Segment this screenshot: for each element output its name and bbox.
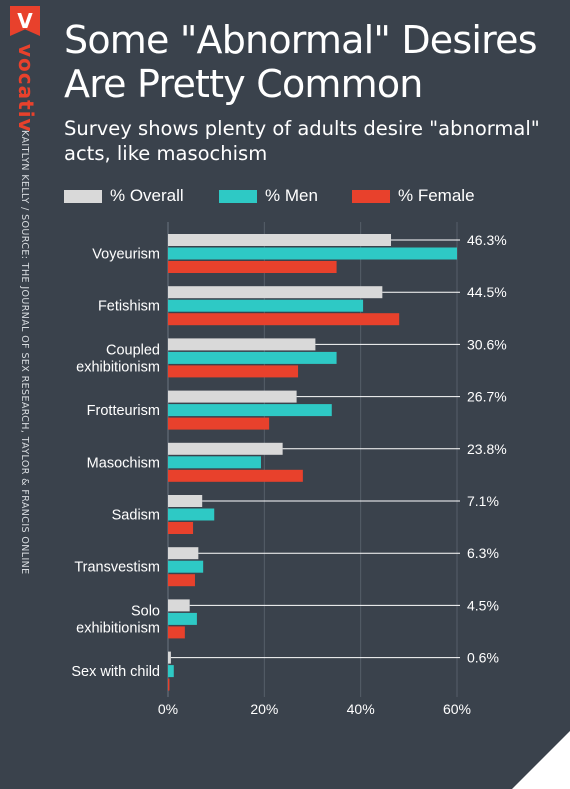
category-label: Transvestism bbox=[74, 560, 160, 576]
value-label: 23.8% bbox=[467, 441, 507, 457]
bar bbox=[168, 456, 261, 469]
bar bbox=[168, 469, 303, 482]
bar bbox=[168, 442, 283, 455]
bar bbox=[168, 404, 332, 417]
chart-subtitle: Survey shows plenty of adults desire "ab… bbox=[64, 117, 540, 165]
category-label: Masochism bbox=[87, 455, 160, 471]
value-label: 46.3% bbox=[467, 232, 507, 248]
source-credit: KAITLYN KELLY / SOURCE: THE JOURNAL OF S… bbox=[19, 130, 30, 575]
bar bbox=[168, 417, 270, 430]
value-label: 0.6% bbox=[467, 650, 499, 666]
legend-swatch bbox=[219, 189, 257, 203]
x-tick-label: 60% bbox=[443, 701, 471, 717]
bar bbox=[168, 574, 195, 587]
category-label: Frotteurism bbox=[87, 403, 160, 419]
bar bbox=[168, 261, 337, 273]
bar bbox=[168, 612, 197, 625]
bar bbox=[168, 522, 194, 534]
bar bbox=[168, 234, 392, 246]
value-label: 44.5% bbox=[467, 284, 507, 300]
bar bbox=[168, 495, 203, 507]
bar bbox=[168, 599, 190, 612]
category-label: Solo bbox=[131, 603, 160, 619]
chart-title: Some "Abnormal" Desires Are Pretty Commo… bbox=[64, 18, 538, 106]
value-label: 30.6% bbox=[467, 336, 507, 352]
x-tick-label: 20% bbox=[250, 701, 278, 717]
bar bbox=[168, 351, 337, 364]
bar bbox=[168, 390, 297, 403]
bar bbox=[168, 651, 171, 664]
value-label: 4.5% bbox=[467, 597, 499, 613]
value-label: 6.3% bbox=[467, 545, 499, 561]
legend-swatch bbox=[64, 189, 102, 203]
bar bbox=[168, 508, 215, 521]
legend-swatch bbox=[352, 189, 390, 203]
bar bbox=[168, 678, 170, 691]
vocativ-logo-text: vocativ bbox=[14, 44, 38, 133]
category-label: Fetishism bbox=[98, 299, 160, 315]
legend-label: % Female bbox=[398, 186, 475, 205]
bar bbox=[168, 547, 199, 560]
bar bbox=[168, 338, 316, 351]
bar bbox=[168, 286, 383, 299]
x-tick-label: 0% bbox=[158, 701, 178, 717]
category-label: Sadism bbox=[112, 508, 160, 524]
x-tick-label: 40% bbox=[347, 701, 375, 717]
category-label: Voyeurism bbox=[92, 247, 160, 263]
legend-item: % Female bbox=[352, 186, 475, 206]
bar bbox=[168, 665, 174, 678]
legend-item: % Men bbox=[219, 186, 318, 206]
page-corner-fold bbox=[512, 731, 570, 789]
value-label: 26.7% bbox=[467, 389, 507, 405]
bar bbox=[168, 313, 400, 326]
bar bbox=[168, 626, 185, 639]
bar bbox=[168, 299, 364, 312]
legend-item: % Overall bbox=[64, 186, 184, 206]
category-label: Sex with child bbox=[71, 664, 160, 680]
bar bbox=[168, 365, 299, 378]
category-label: exhibitionism bbox=[76, 359, 160, 375]
bar bbox=[168, 247, 457, 260]
category-label: exhibitionism bbox=[76, 620, 160, 636]
legend-label: % Overall bbox=[110, 186, 184, 205]
category-label: Coupled bbox=[106, 342, 160, 358]
legend-label: % Men bbox=[265, 186, 318, 205]
value-label: 7.1% bbox=[467, 493, 499, 509]
bar bbox=[168, 560, 204, 573]
brand-strip: V vocativ KAITLYN KELLY / SOURCE: THE JO… bbox=[0, 0, 46, 789]
